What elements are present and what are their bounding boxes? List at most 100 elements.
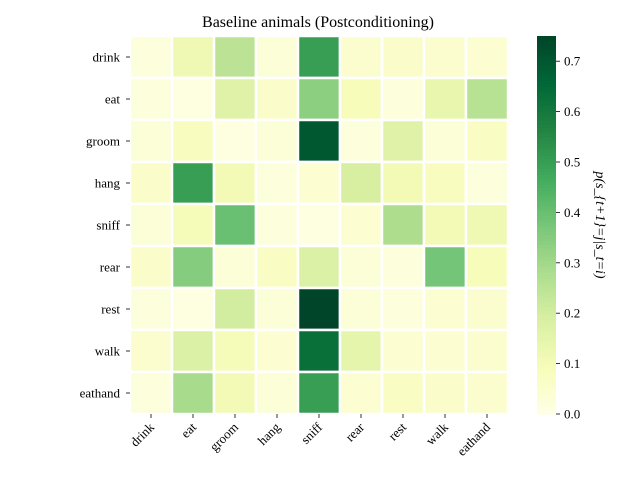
colorbar-segment [537,354,556,358]
colorbar-segment [537,143,556,147]
colorbar-segment [537,256,556,261]
colorbar-segment [537,401,556,406]
colorbar-segment [537,225,556,229]
heatmap-cell [338,76,384,122]
heatmap-cell [212,370,258,416]
heatmap-cell [380,202,426,248]
heatmap-cell [170,328,216,374]
colorbar-segment [537,347,556,352]
heatmap-cell [212,286,258,332]
colorbar-label: p(s_{t+1}=j|s_t=i) [592,170,607,279]
colorbar-segment [537,259,556,264]
colorbar-segment [537,51,556,56]
heatmap-cell [338,202,384,248]
heatmap-cell [254,76,300,122]
heatmap-cell [380,370,426,416]
heatmap-cell [170,370,216,416]
colorbar-segment [537,139,556,144]
colorbar-segment [537,73,556,78]
colorbar-segment [537,180,556,185]
heatmap-cell [128,244,174,290]
colorbar-segment [537,373,556,377]
heatmap-cell [254,202,300,248]
heatmap-cell [380,34,426,80]
colorbar-segment [537,86,556,91]
x-tick-label: groom [207,420,242,455]
colorbar-segment [537,310,556,314]
colorbar-segment [537,316,556,321]
colorbar-segment [537,127,556,132]
colorbar-segment [537,357,556,362]
heatmap-cell [338,118,384,164]
colorbar-segment [537,64,556,69]
colorbar-segment [537,92,556,97]
x-tick-label: walk [423,419,452,448]
heatmap-cell [464,328,510,374]
colorbar-segment [537,404,556,409]
colorbar-segment [537,196,556,201]
colorbar-segment [537,99,556,103]
heatmap-cell [170,286,216,332]
heatmap-cell [464,286,510,332]
colorbar-segment [537,48,556,53]
heatmap-cell [422,160,468,206]
colorbar-segment [537,218,556,223]
colorbar: 0.0 0.1 0.2 0.3 0.4 0.5 0.6 0.7 [537,36,581,422]
y-tick-label: drink [93,50,121,65]
colorbar-tick-label: 0.1 [564,356,580,371]
colorbar-segment [537,121,556,125]
heatmap-cell [170,160,216,206]
colorbar-segment [537,262,556,267]
colorbar-segment [537,165,556,169]
heatmap-cells [128,34,510,416]
heatmap-cell [380,328,426,374]
x-tick-label: rest [385,419,409,443]
heatmap-cell [170,244,216,290]
colorbar-segment [537,369,556,374]
x-tick-label: eat [178,419,200,441]
heatmap-cell [296,328,342,374]
colorbar-segment [537,215,556,220]
colorbar-segment [537,234,556,239]
heatmap-cell [212,76,258,122]
colorbar-segment [537,322,556,327]
colorbar-segment [537,45,556,50]
colorbar-segment [537,177,556,182]
colorbar-segment [537,272,556,276]
colorbar-segment [537,171,556,176]
heatmap-cell [128,118,174,164]
heatmap-cell [254,370,300,416]
y-tick-label: rear [100,260,121,275]
colorbar-segment [537,376,556,380]
colorbar-segment [537,231,556,236]
colorbar-segment [537,108,556,113]
heatmap-cell [296,118,342,164]
heatmap-cell [254,328,300,374]
heatmap-cell [254,244,300,290]
colorbar-segment [537,395,556,399]
heatmap-cell [254,286,300,332]
heatmap-cell [422,118,468,164]
heatmap-cell [464,160,510,206]
colorbar-segment [537,247,556,251]
colorbar-tick-label: 0.4 [564,205,581,220]
colorbar-segment [537,379,556,384]
heatmap-cell [296,370,342,416]
colorbar-segment [537,193,556,198]
colorbar-tick-label: 0.7 [564,54,581,69]
heatmap-cell [464,202,510,248]
chart-title: Baseline animals (Postconditioning) [202,14,434,31]
heatmap-cell [380,286,426,332]
heatmap-cell [296,202,342,248]
colorbar-segment [537,146,556,150]
colorbar-segment [537,278,556,283]
colorbar-segment [537,328,556,333]
colorbar-segment [537,155,556,160]
heatmap-cell [422,34,468,80]
colorbar-segment [537,209,556,213]
colorbar-tick-label: 0.3 [564,255,580,270]
heatmap-cell [254,118,300,164]
heatmap-cell [422,76,468,122]
colorbar-segment [537,344,556,349]
colorbar-tick-label: 0.2 [564,306,580,321]
